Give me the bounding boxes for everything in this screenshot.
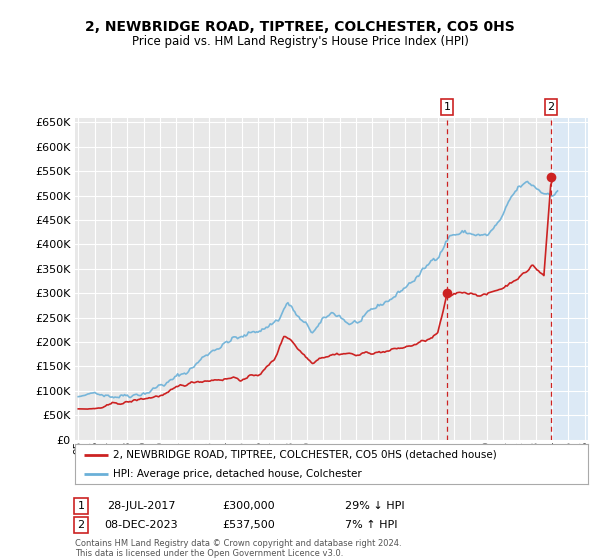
Text: 29% ↓ HPI: 29% ↓ HPI bbox=[345, 501, 404, 511]
Text: 1: 1 bbox=[77, 501, 85, 511]
Text: 08-DEC-2023: 08-DEC-2023 bbox=[104, 520, 178, 530]
Text: HPI: Average price, detached house, Colchester: HPI: Average price, detached house, Colc… bbox=[113, 469, 362, 478]
Text: £537,500: £537,500 bbox=[223, 520, 275, 530]
Text: 28-JUL-2017: 28-JUL-2017 bbox=[107, 501, 175, 511]
Text: 2: 2 bbox=[547, 102, 554, 112]
Text: 2, NEWBRIDGE ROAD, TIPTREE, COLCHESTER, CO5 0HS (detached house): 2, NEWBRIDGE ROAD, TIPTREE, COLCHESTER, … bbox=[113, 450, 497, 460]
Text: £300,000: £300,000 bbox=[223, 501, 275, 511]
Text: Contains HM Land Registry data © Crown copyright and database right 2024.
This d: Contains HM Land Registry data © Crown c… bbox=[75, 539, 401, 558]
Bar bbox=[551, 118, 588, 440]
Text: 2: 2 bbox=[77, 520, 85, 530]
Text: 2, NEWBRIDGE ROAD, TIPTREE, COLCHESTER, CO5 0HS: 2, NEWBRIDGE ROAD, TIPTREE, COLCHESTER, … bbox=[85, 20, 515, 34]
Text: 7% ↑ HPI: 7% ↑ HPI bbox=[345, 520, 398, 530]
Text: Price paid vs. HM Land Registry's House Price Index (HPI): Price paid vs. HM Land Registry's House … bbox=[131, 35, 469, 48]
Text: 1: 1 bbox=[443, 102, 451, 112]
